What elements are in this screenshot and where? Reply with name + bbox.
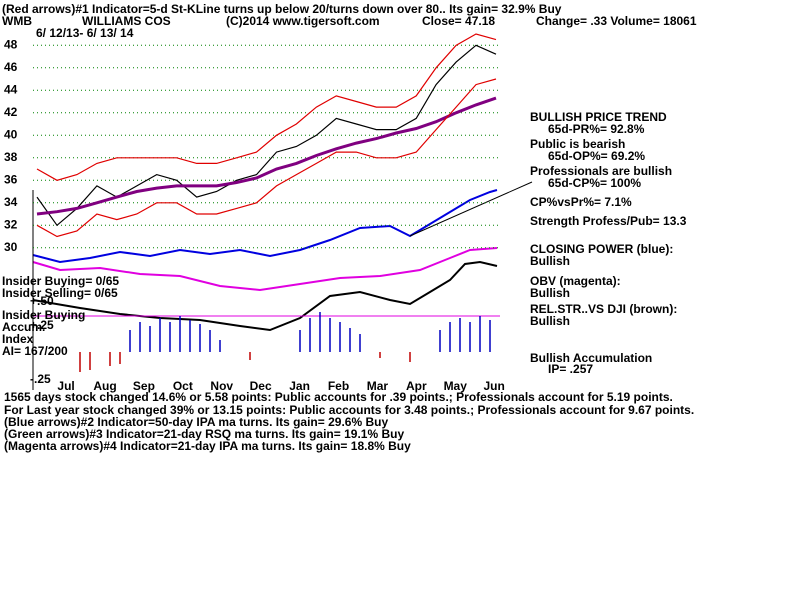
footer: (Magenta arrows)#4 Indicator=21-day IPA … bbox=[4, 439, 411, 453]
level: +.50 bbox=[30, 294, 54, 308]
x-tick-label: Aug bbox=[93, 379, 116, 393]
x-tick-label: May bbox=[444, 379, 468, 393]
panel: OBV (magenta): bbox=[530, 274, 621, 288]
level: -.25 bbox=[30, 372, 51, 386]
footer: (Blue arrows)#2 Indicator=50-day IPA ma … bbox=[4, 415, 388, 429]
accum-negative bbox=[79, 352, 411, 372]
y-tick-label: 42 bbox=[4, 105, 18, 119]
x-tick-label: Jul bbox=[57, 379, 74, 393]
copyright: (C)2014 www.tigersoft.com bbox=[226, 14, 380, 28]
series-line bbox=[36, 44, 497, 227]
x-tick-label: Mar bbox=[367, 379, 389, 393]
panel: CP%vsPr%= 7.1% bbox=[530, 195, 632, 209]
x-tick-label: Nov bbox=[210, 379, 233, 393]
footer: (Green arrows)#3 Indicator=21-day RSQ ma… bbox=[4, 427, 404, 441]
panel: IP= .257 bbox=[548, 362, 593, 376]
footer: For Last year stock changed 39% or 13.15… bbox=[4, 403, 694, 417]
closing-power bbox=[32, 189, 498, 264]
panel: REL.STR..VS DJI (brown): bbox=[530, 302, 677, 316]
panel: 65d-OP%= 69.2% bbox=[548, 149, 645, 163]
company: WILLIAMS COS bbox=[82, 14, 171, 28]
y-tick-label: 48 bbox=[4, 37, 18, 51]
panel: 65d-PR%= 92.8% bbox=[548, 122, 645, 136]
y-tick-label: 44 bbox=[4, 82, 18, 96]
insider-buying-2: Insider Buying bbox=[2, 308, 85, 322]
index: Index bbox=[2, 332, 34, 346]
panel: 65d-CP%= 100% bbox=[548, 176, 641, 190]
y-tick-label: 40 bbox=[4, 127, 18, 141]
x-tick-label: Feb bbox=[328, 379, 349, 393]
ai: AI= 167/200 bbox=[2, 344, 68, 358]
change: Change= .33 Volume= 18061 bbox=[536, 14, 697, 28]
y-tick-label: 32 bbox=[4, 217, 18, 231]
symbol: WMB bbox=[2, 14, 32, 28]
panel: Bullish bbox=[530, 286, 570, 300]
insider-buying: Insider Buying= 0/65 bbox=[2, 274, 119, 288]
y-tick-label: 30 bbox=[4, 240, 18, 254]
x-tick-label: Jun bbox=[483, 379, 504, 393]
level: +.25 bbox=[30, 318, 54, 332]
series-line bbox=[36, 96, 497, 216]
x-tick-label: Jan bbox=[289, 379, 310, 393]
accum-histogram bbox=[129, 312, 491, 352]
series-line bbox=[36, 33, 497, 181]
panel: Bullish bbox=[530, 254, 570, 268]
trend-line bbox=[409, 181, 533, 237]
x-tick-label: Apr bbox=[406, 379, 427, 393]
close: Close= 47.18 bbox=[422, 14, 495, 28]
series-line bbox=[36, 78, 497, 238]
panel: Bullish bbox=[530, 314, 570, 328]
y-tick-label: 46 bbox=[4, 60, 18, 74]
insider-selling: Insider Selling= 0/65 bbox=[2, 286, 118, 300]
title: (Red arrows)#1 Indicator=5-d St-KLine tu… bbox=[2, 2, 562, 16]
indicators bbox=[32, 181, 533, 372]
panel: Professionals are bullish bbox=[530, 164, 672, 178]
y-tick-label: 34 bbox=[4, 195, 18, 209]
panel: Bullish Accumulation bbox=[530, 351, 652, 365]
panel: CLOSING POWER (blue): bbox=[530, 242, 673, 256]
dates: 6/ 12/13- 6/ 13/ 14 bbox=[36, 26, 134, 40]
panel: Strength Profess/Pub= 13.3 bbox=[530, 214, 687, 228]
panel: BULLISH PRICE TREND bbox=[530, 110, 667, 124]
obv bbox=[32, 247, 498, 292]
accum: Accum. bbox=[2, 320, 45, 334]
rel-strength bbox=[32, 260, 498, 332]
x-tick-label: Oct bbox=[173, 379, 193, 393]
footer: 1565 days stock changed 14.6% or 5.58 po… bbox=[4, 390, 673, 404]
panel: Public is bearish bbox=[530, 137, 625, 151]
x-tick-label: Dec bbox=[250, 379, 272, 393]
y-tick-label: 36 bbox=[4, 172, 18, 186]
y-tick-label: 38 bbox=[4, 150, 18, 164]
x-tick-label: Sep bbox=[133, 379, 155, 393]
